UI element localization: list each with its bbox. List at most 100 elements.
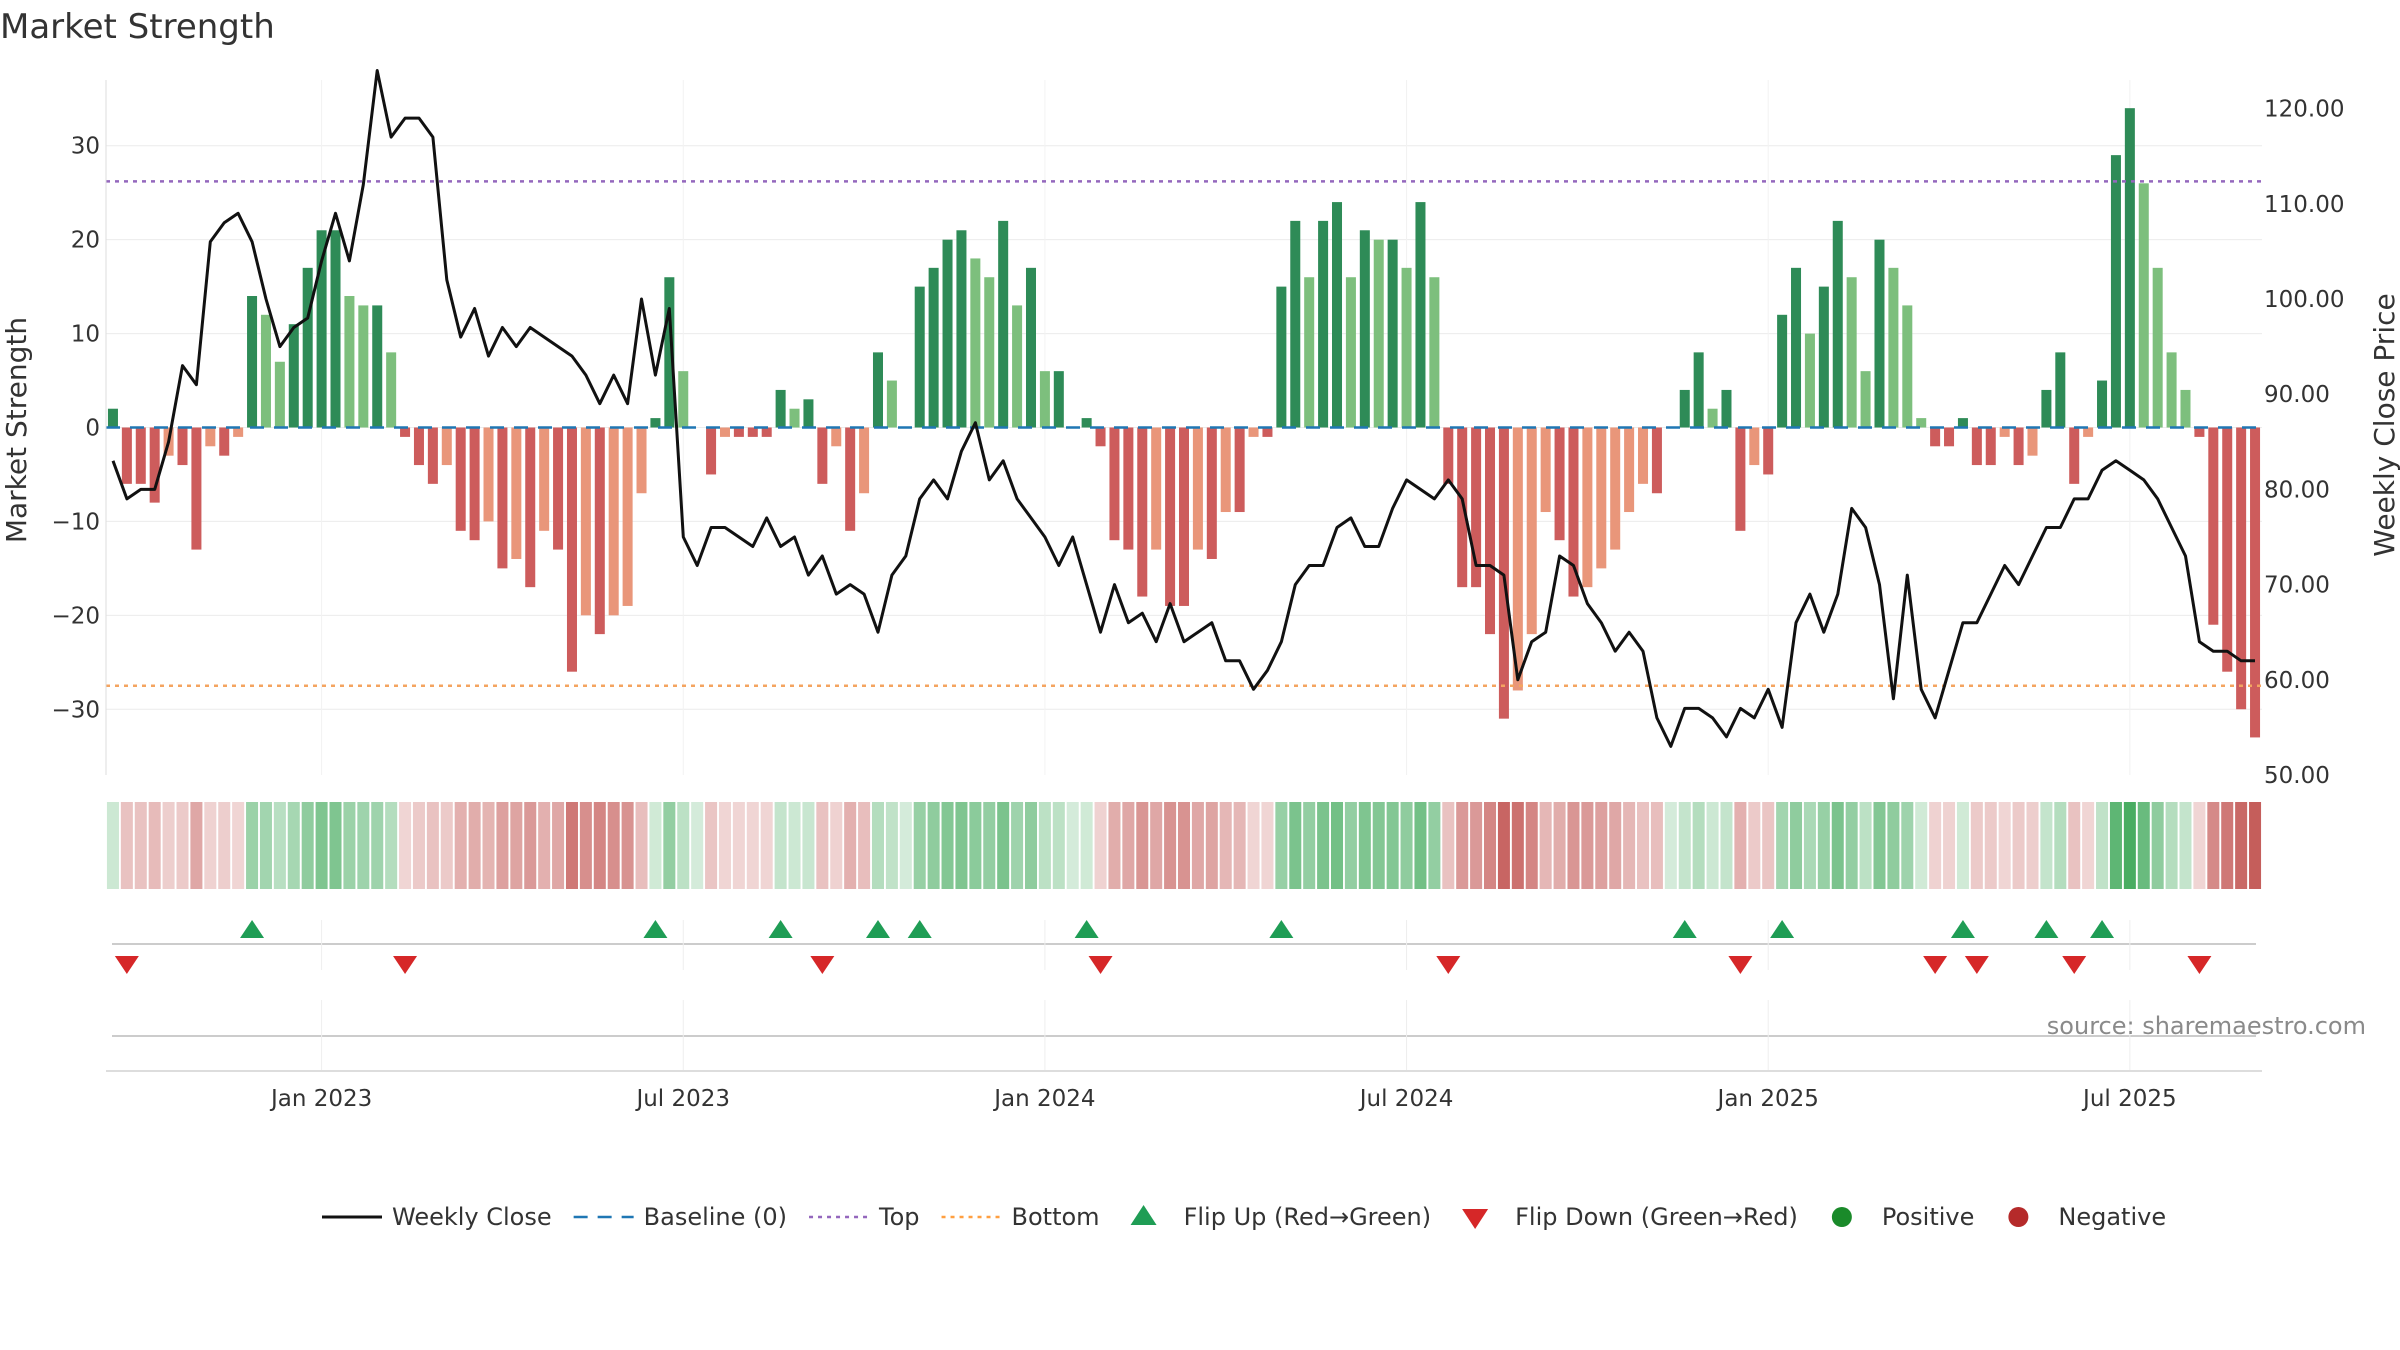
regime-cell bbox=[454, 802, 467, 889]
regime-cell bbox=[802, 802, 815, 889]
x-tick-label: Jan 2025 bbox=[1716, 1086, 1819, 1112]
strength-bar bbox=[1415, 202, 1426, 428]
strength-bar bbox=[1443, 427, 1454, 484]
strength-bar bbox=[2236, 427, 2247, 710]
strength-bar bbox=[1707, 408, 1718, 428]
strength-bar bbox=[1053, 371, 1064, 428]
strength-bar bbox=[747, 427, 758, 437]
strength-bar bbox=[1888, 267, 1899, 428]
regime-cell bbox=[871, 802, 884, 889]
strength-bar bbox=[622, 427, 633, 606]
left-tick-label: 20 bbox=[71, 228, 100, 254]
regime-cell bbox=[343, 802, 356, 889]
legend-item: Bottom bbox=[941, 1203, 1100, 1231]
left-tick-label: 10 bbox=[71, 322, 100, 348]
strength-bar bbox=[1957, 418, 1968, 428]
regime-cell bbox=[357, 802, 370, 889]
strength-bar bbox=[511, 427, 522, 559]
regime-cell bbox=[1929, 802, 1942, 889]
strength-bar bbox=[1791, 267, 1802, 428]
strength-bar bbox=[1109, 427, 1120, 541]
strength-bar bbox=[1387, 239, 1398, 428]
strength-bar bbox=[219, 427, 230, 456]
strength-bar bbox=[1721, 389, 1732, 428]
strength-bar bbox=[2124, 108, 2135, 428]
regime-cell bbox=[259, 802, 272, 889]
regime-cell bbox=[1650, 802, 1663, 889]
regime-cell bbox=[607, 802, 620, 889]
regime-cell bbox=[621, 802, 634, 889]
strength-bar bbox=[1860, 371, 1871, 428]
strength-bar bbox=[455, 427, 466, 531]
right-tick-label: 60.00 bbox=[2264, 668, 2330, 694]
regime-cell bbox=[858, 802, 871, 889]
regime-cell bbox=[162, 802, 175, 889]
flip-up-marker bbox=[865, 920, 890, 938]
strength-bar bbox=[1985, 427, 1996, 466]
regime-cell bbox=[399, 802, 412, 889]
strength-bar bbox=[1095, 427, 1106, 447]
legend-item: Baseline (0) bbox=[573, 1203, 787, 1231]
regime-cell bbox=[816, 802, 829, 889]
strength-bar bbox=[608, 427, 619, 616]
strength-bar bbox=[1206, 427, 1217, 559]
strength-bar bbox=[872, 352, 883, 428]
strength-bar bbox=[1081, 418, 1092, 428]
regime-cell bbox=[1553, 802, 1566, 889]
flip-down-marker bbox=[1923, 956, 1948, 974]
strength-bar bbox=[539, 427, 550, 531]
strength-bar bbox=[775, 389, 786, 428]
strength-bar bbox=[2110, 155, 2121, 428]
regime-cell bbox=[1803, 802, 1816, 889]
strength-bar bbox=[2069, 427, 2080, 484]
source-label: source: sharemaestro.com bbox=[2047, 1012, 2366, 1040]
strength-bar bbox=[1178, 427, 1190, 606]
regime-cell bbox=[2040, 802, 2053, 889]
regime-cell bbox=[1052, 802, 1065, 889]
flip-down-marker bbox=[1088, 956, 1113, 974]
strength-bar bbox=[1262, 427, 1273, 437]
strength-bar bbox=[719, 427, 730, 437]
legend-swatch-triangle-up bbox=[1130, 1205, 1157, 1225]
strength-bar bbox=[205, 427, 216, 447]
strength-bar bbox=[650, 418, 661, 428]
legend-swatch-triangle-down bbox=[1462, 1209, 1489, 1229]
strength-bar bbox=[177, 427, 188, 466]
regime-cell bbox=[1344, 802, 1357, 889]
regime-cell bbox=[385, 802, 398, 889]
regime-cell bbox=[941, 802, 954, 889]
regime-cell bbox=[677, 802, 690, 889]
regime-cell bbox=[746, 802, 759, 889]
strength-bar bbox=[1373, 239, 1384, 428]
strength-bar bbox=[191, 427, 202, 550]
legend-swatch-circle bbox=[1831, 1207, 1852, 1227]
strength-bar bbox=[1331, 202, 1343, 428]
x-tick-label: Jul 2025 bbox=[2081, 1086, 2177, 1112]
flip-down-marker bbox=[1728, 956, 1753, 974]
regime-cell bbox=[927, 802, 940, 889]
strength-bar bbox=[817, 427, 828, 484]
strength-bar bbox=[1818, 286, 1829, 428]
flip-up-marker bbox=[1672, 920, 1697, 938]
regime-cell bbox=[2123, 802, 2136, 889]
right-tick-label: 80.00 bbox=[2264, 477, 2330, 503]
regime-cell bbox=[2221, 802, 2234, 889]
strength-bar bbox=[956, 230, 967, 428]
left-axis-title: Market Strength bbox=[0, 317, 33, 543]
right-axis-title: Weekly Close Price bbox=[2368, 293, 2400, 556]
strength-bar bbox=[664, 277, 675, 428]
strength-bar bbox=[1874, 239, 1885, 428]
strength-bar bbox=[2166, 352, 2177, 428]
strength-bar bbox=[1165, 427, 1176, 606]
right-tick-label: 110.00 bbox=[2264, 192, 2344, 218]
regime-cell bbox=[232, 802, 245, 889]
x-tick-label: Jan 2023 bbox=[269, 1086, 372, 1112]
regime-cell bbox=[148, 802, 161, 889]
strength-bar bbox=[1944, 427, 1955, 447]
right-tick-label: 70.00 bbox=[2264, 573, 2330, 599]
legend-label: Negative bbox=[2058, 1203, 2166, 1231]
strength-bar bbox=[1554, 427, 1565, 541]
flip-down-marker bbox=[114, 956, 139, 974]
strength-bar bbox=[525, 427, 536, 588]
strength-bar bbox=[316, 230, 327, 428]
